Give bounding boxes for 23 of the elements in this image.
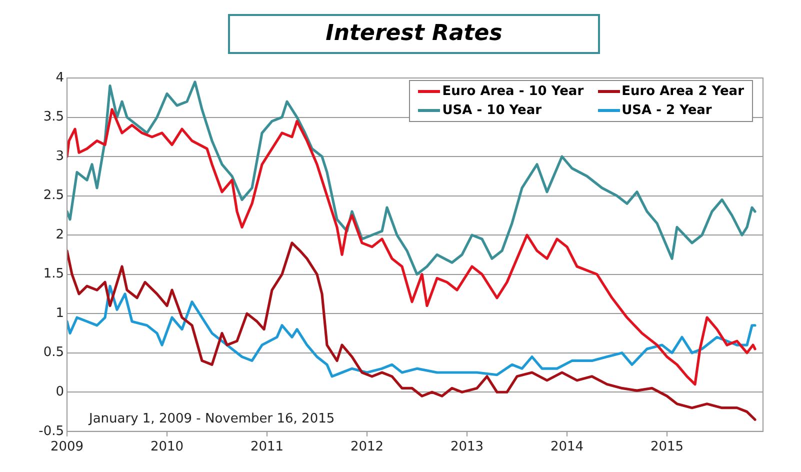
y-tick-label: 1 [56, 306, 64, 321]
x-tick-label: 2015 [650, 440, 684, 455]
y-tick-label: 0 [56, 384, 64, 400]
y-tick-label: 4 [56, 70, 64, 86]
legend-label: USA - 10 Year [442, 103, 542, 118]
y-tick-label: 3.5 [43, 110, 64, 125]
x-tick-label: 2013 [450, 440, 484, 455]
x-tick-label: 2009 [50, 440, 84, 455]
y-tick-label: -0.5 [38, 424, 64, 439]
x-tick-label: 2011 [250, 440, 284, 455]
y-tick-label: 2.5 [43, 188, 64, 204]
annotation: January 1, 2009 - November 16, 2015 [88, 411, 335, 426]
x-tick-label: 2012 [350, 440, 384, 455]
chart-title: Interest Rates [228, 14, 600, 54]
x-tick-label: 2014 [550, 440, 584, 455]
x-tick-label: 2010 [150, 440, 184, 455]
y-tick-label: 3 [56, 148, 64, 164]
legend-label: Euro Area 2 Year [622, 84, 744, 99]
legend-label: Euro Area - 10 Year [442, 84, 584, 99]
y-tick-label: 1.5 [43, 266, 64, 282]
y-tick-label: 0.5 [43, 345, 64, 360]
y-tick-label: 2 [56, 227, 64, 242]
legend-label: USA - 2 Year [622, 103, 712, 118]
